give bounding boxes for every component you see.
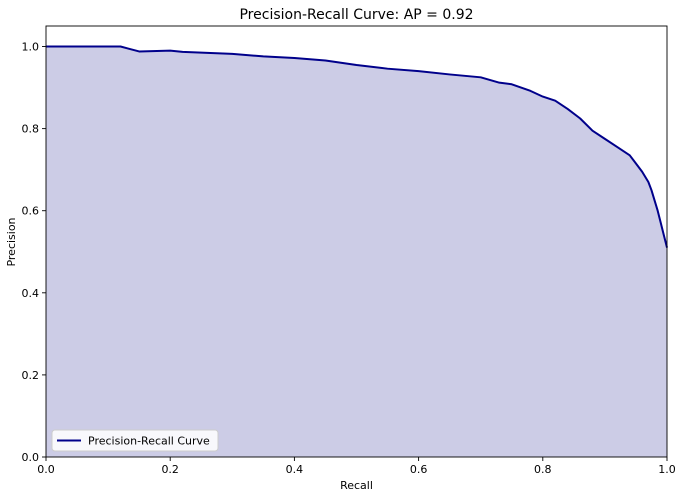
x-tick-label: 0.4 — [286, 463, 304, 476]
legend: Precision-Recall Curve — [51, 429, 219, 452]
x-tick-label: 0.2 — [161, 463, 179, 476]
x-tick-label: 0.8 — [534, 463, 552, 476]
y-tick-label: 0.0 — [22, 451, 40, 464]
legend-box — [51, 429, 219, 452]
x-axis: 0.0 0.2 0.4 0.6 0.8 1.0 — [37, 457, 676, 476]
y-axis: 0.0 0.2 0.4 0.6 0.8 1.0 — [22, 41, 46, 464]
series-area-fill — [46, 46, 667, 458]
plot-frame — [45, 25, 668, 458]
x-tick-label: 0.0 — [37, 463, 55, 476]
y-axis-label: Precision — [5, 217, 18, 266]
x-tick-label: 1.0 — [658, 463, 676, 476]
x-axis-label: Recall — [340, 479, 373, 492]
x-tick-label: 0.6 — [410, 463, 428, 476]
series-line — [46, 45, 668, 248]
legend-label: Precision-Recall Curve — [88, 435, 210, 448]
plot-area — [45, 25, 668, 458]
y-tick-label: 0.4 — [22, 287, 40, 300]
chart-title: Precision-Recall Curve: AP = 0.92 — [239, 7, 473, 23]
y-tick-label: 0.2 — [22, 369, 40, 382]
y-tick-label: 0.8 — [22, 123, 40, 136]
y-tick-label: 0.6 — [22, 205, 40, 218]
y-tick-label: 1.0 — [22, 41, 40, 54]
